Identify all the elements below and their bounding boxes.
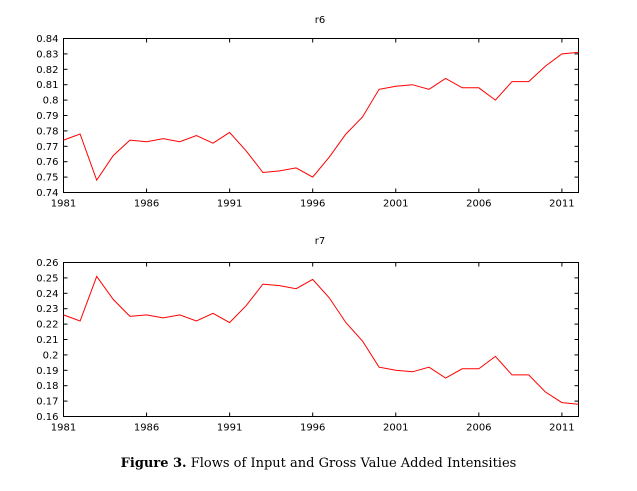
figure-caption: Figure 3. Flows of Input and Gross Value… [0,456,637,471]
caption-label: Figure 3. [120,456,187,471]
x-tick-label: 2011 [549,423,574,434]
y-tick-label: 0.74 [36,188,58,199]
x-tick-label: 1991 [217,423,242,434]
x-tick-label: 2001 [383,199,408,210]
x-tick-label: 2006 [466,423,491,434]
tick-group: 0.16 0.17 0.18 0.19 0.2 0.21 0.22 0.23 0.24 0.25 0… [36,258,579,434]
y-tick-label: 0.84 [36,34,58,45]
x-tick-label: 2001 [383,423,408,434]
y-tick-label: 0.82 [36,65,58,76]
y-tick-label: 0.8 [43,96,59,107]
chart-r6: r6 0.740.750.760.770.780.790.80.810.820.… [36,15,579,210]
x-tick-label: 1986 [134,199,159,210]
y-tick-label: 0.16 [36,412,58,423]
x-tick-label: 1996 [300,423,325,434]
plot-frame [63,262,579,417]
y-tick-label: 0.25 [36,273,58,284]
x-tick-label: 1996 [300,199,325,210]
y-tick-label: 0.78 [36,126,58,137]
y-tick-label: 0.76 [36,157,58,168]
y-tick-label: 0.24 [36,289,58,300]
y-tick-label: 0.79 [36,111,58,122]
y-tick-label: 0.19 [36,366,58,377]
y-tick-label: 0.2 [43,350,59,361]
x-tick-label: 1981 [51,199,76,210]
x-tick-label: 2011 [549,199,574,210]
y-tick-label: 0.83 [36,49,58,60]
x-tick-label: 1986 [134,423,159,434]
y-tick-label: 0.75 [36,173,58,184]
chart-title: r7 [315,236,325,247]
y-tick-label: 0.17 [36,397,58,408]
series-line [63,51,579,182]
x-tick-label: 1981 [51,423,76,434]
series-line [63,275,579,405]
y-tick-label: 0.21 [36,335,58,346]
y-tick-label: 0.23 [36,304,58,315]
chart-r7: r7 0.160.170.180.190.20.210.220.230.240.… [36,236,579,434]
x-tick-label: 1991 [217,199,242,210]
chart-title: r6 [315,15,325,26]
y-tick-label: 0.18 [36,381,58,392]
y-tick-label: 0.26 [36,258,58,269]
caption-text: Flows of Input and Gross Value Added Int… [190,456,517,471]
plot-frame [63,38,579,193]
x-tick-label: 2006 [466,199,491,210]
tick-group: 0.74 0.75 0.76 0.77 0.78 0.79 0.8 0.81 0.82 0.83 0… [36,34,579,210]
y-tick-label: 0.22 [36,320,58,331]
y-tick-label: 0.81 [36,80,58,91]
y-tick-label: 0.77 [36,142,58,153]
